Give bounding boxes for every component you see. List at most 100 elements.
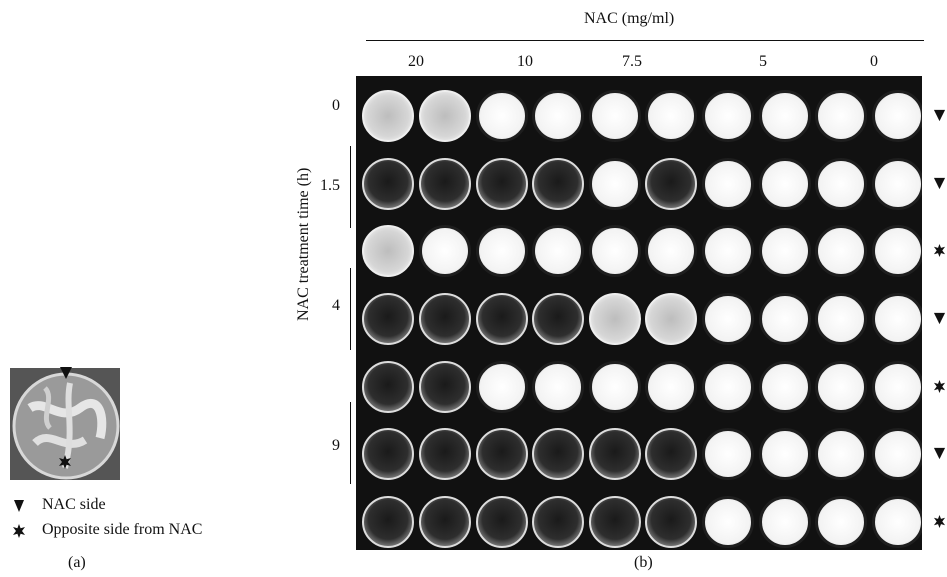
well-r1-c8 — [758, 89, 811, 142]
well-r4-c2 — [418, 292, 471, 345]
time-label-4: 4 — [332, 297, 340, 314]
well-r7-c1 — [362, 496, 415, 549]
well-r6-c3 — [475, 428, 528, 481]
well-r7-c5 — [588, 496, 641, 549]
well-r4-c5 — [588, 292, 641, 345]
well-r4-c1 — [362, 292, 415, 345]
well-r5-c3 — [475, 360, 528, 413]
well-plate-photo — [356, 76, 922, 550]
well-r2-c7 — [701, 157, 754, 210]
well-r7-c3 — [475, 496, 528, 549]
well-r7-c8 — [758, 496, 811, 549]
well-r6-c7 — [701, 428, 754, 481]
well-r5-c10 — [871, 360, 922, 413]
well-r5-c8 — [758, 360, 811, 413]
y-axis-title: NAC treatment time (h) — [295, 167, 312, 321]
time-label-9: 9 — [332, 437, 340, 454]
conc-label-20: 20 — [408, 53, 424, 70]
well-r1-c3 — [475, 89, 528, 142]
legend-star-icon — [13, 524, 25, 538]
well-r4-c3 — [475, 292, 528, 345]
well-r2-c8 — [758, 157, 811, 210]
well-r2-c9 — [815, 157, 868, 210]
well-r5-c7 — [701, 360, 754, 413]
well-r2-c4 — [532, 157, 585, 210]
well-r1-c9 — [815, 89, 868, 142]
well-r5-c5 — [588, 360, 641, 413]
well-r3-c2 — [418, 225, 471, 278]
petri-dish-photo — [10, 368, 120, 480]
well-r1-c2 — [418, 89, 471, 142]
well-r3-c6 — [645, 225, 698, 278]
bracket-4 — [350, 268, 351, 350]
well-r2-c3 — [475, 157, 528, 210]
well-r3-c4 — [532, 225, 585, 278]
well-r4-c7 — [701, 292, 754, 345]
well-r4-c4 — [532, 292, 585, 345]
panel-b-label: (b) — [634, 554, 653, 571]
row-marker-2-triangle-icon — [933, 177, 946, 189]
well-r2-c2 — [418, 157, 471, 210]
well-r7-c9 — [815, 496, 868, 549]
well-r6-c2 — [418, 428, 471, 481]
well-r5-c4 — [532, 360, 585, 413]
well-r5-c6 — [645, 360, 698, 413]
row-marker-6-triangle-icon — [933, 448, 946, 460]
well-r7-c4 — [532, 496, 585, 549]
conc-label-5: 5 — [759, 53, 767, 70]
legend-opposite-side: Opposite side from NAC — [42, 521, 203, 538]
well-r1-c5 — [588, 89, 641, 142]
well-r5-c2 — [418, 360, 471, 413]
well-r3-c10 — [871, 225, 922, 278]
well-r6-c1 — [362, 428, 415, 481]
well-r1-c6 — [645, 89, 698, 142]
well-r7-c7 — [701, 496, 754, 549]
conc-label-0: 0 — [870, 53, 878, 70]
well-r2-c5 — [588, 157, 641, 210]
well-r1-c7 — [701, 89, 754, 142]
well-r3-c8 — [758, 225, 811, 278]
well-r6-c10 — [871, 428, 922, 481]
time-label-1-5: 1.5 — [320, 177, 340, 194]
time-label-0: 0 — [332, 97, 340, 114]
well-r1-c1 — [362, 89, 415, 142]
well-r4-c8 — [758, 292, 811, 345]
well-r3-c1 — [362, 225, 415, 278]
well-r4-c6 — [645, 292, 698, 345]
well-r6-c4 — [532, 428, 585, 481]
nac-side-triangle-icon — [60, 367, 72, 379]
bracket-9 — [350, 402, 351, 484]
conc-label-10: 10 — [517, 53, 533, 70]
legend-triangle-icon — [14, 500, 24, 512]
opposite-side-star-icon — [59, 455, 71, 469]
well-r3-c5 — [588, 225, 641, 278]
x-axis-title: NAC (mg/ml) — [584, 10, 675, 27]
row-marker-3-star-icon — [933, 244, 946, 258]
well-r4-c10 — [871, 292, 922, 345]
petri-dish-image — [10, 368, 120, 480]
well-r6-c5 — [588, 428, 641, 481]
well-r3-c9 — [815, 225, 868, 278]
well-r1-c4 — [532, 89, 585, 142]
well-r2-c1 — [362, 157, 415, 210]
well-r3-c3 — [475, 225, 528, 278]
well-r6-c6 — [645, 428, 698, 481]
well-r3-c7 — [701, 225, 754, 278]
well-r7-c2 — [418, 496, 471, 549]
well-r5-c9 — [815, 360, 868, 413]
well-r2-c6 — [645, 157, 698, 210]
well-r6-c8 — [758, 428, 811, 481]
conc-label-7-5: 7.5 — [622, 53, 642, 70]
well-r1-c10 — [871, 89, 922, 142]
well-r4-c9 — [815, 292, 868, 345]
row-marker-4-triangle-icon — [933, 312, 946, 325]
header-rule — [366, 40, 924, 41]
row-marker-1-triangle-icon — [933, 109, 946, 121]
well-r6-c9 — [815, 428, 868, 481]
row-marker-7-star-icon — [933, 515, 946, 529]
row-marker-5-star-icon — [933, 379, 946, 393]
panel-a-label: (a) — [68, 554, 86, 571]
well-r5-c1 — [362, 360, 415, 413]
well-r7-c10 — [871, 496, 922, 549]
well-r7-c6 — [645, 496, 698, 549]
